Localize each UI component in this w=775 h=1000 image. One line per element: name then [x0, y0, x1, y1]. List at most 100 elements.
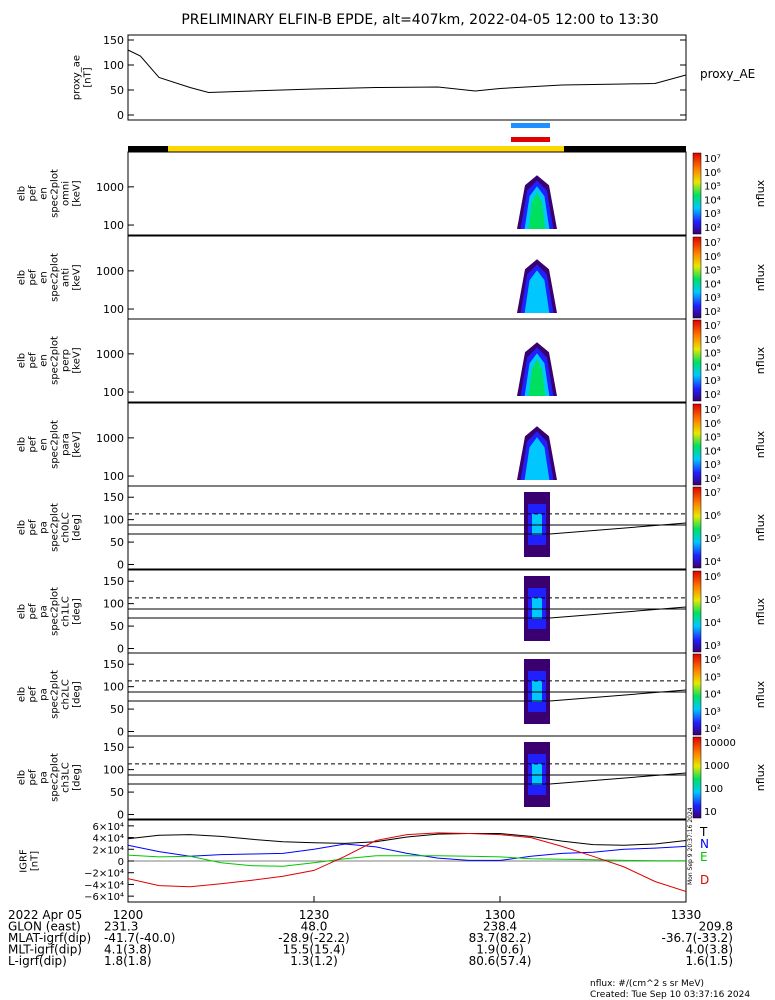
- ylabel-line: pef: [28, 185, 39, 202]
- ylabel-line: omni: [61, 181, 72, 206]
- ylabel-line: [nT]: [83, 67, 94, 87]
- panel-ch3lc: 0 50 100 150 elb pef pa spec2plot ch3LC [deg] 10 10…: [17, 735, 767, 822]
- ytick-label: 1000: [96, 265, 124, 278]
- colorbar-tick-label: 10³: [704, 209, 721, 220]
- loss-cone-line: [128, 689, 687, 702]
- loss-cone-line: [128, 522, 687, 535]
- colorbar-tick-label: 10⁷: [704, 321, 721, 332]
- colorbar-tick-label: 10⁶: [704, 655, 721, 666]
- ylabel-line: elb: [17, 520, 28, 535]
- colorbar-tick-label: 10⁷: [704, 405, 721, 416]
- xaxis-row-value: 1.6(1.5): [685, 954, 733, 968]
- flux-units-footnote: nflux: #/(cm^2 s sr MeV): [590, 979, 704, 989]
- ytick-label: 0: [117, 726, 124, 739]
- panel-proxy-ae: proxy_AE proxy_ae [nT] 0 50 100 150: [72, 34, 756, 122]
- ytick-label: 150: [103, 658, 124, 671]
- colorbar: [692, 152, 702, 235]
- ytick-label: 50: [110, 786, 124, 799]
- ylabel-line: elb: [17, 186, 28, 201]
- colorbar-tick-label: 10⁴: [704, 557, 721, 568]
- colorbar-tick-label: 10⁵: [704, 672, 721, 683]
- ytick-label: 50: [110, 84, 124, 97]
- igrf-lines: [127, 832, 687, 892]
- panel-frame: [127, 735, 687, 820]
- spectrogram-blob: [532, 514, 542, 535]
- colorbar-tick-label: 10⁶: [704, 252, 721, 263]
- ylabel-line: pa: [39, 771, 50, 783]
- ylabel-line: en: [39, 187, 50, 200]
- panel-ch0lc: 0 50 100 150 elb pef pa spec2plot ch0LC [deg] 10⁴ 1…: [17, 485, 767, 572]
- colorbar-tick-label: 1000: [704, 761, 729, 772]
- xaxis-row-value: 231.3: [104, 920, 138, 934]
- ylabel-line: perp: [61, 349, 72, 372]
- ylabel-line: [keV]: [72, 264, 83, 290]
- ylabel-line: pa: [39, 688, 50, 700]
- colorbar-tick-label: 10⁷: [704, 238, 721, 249]
- xaxis-row-value: 1.3(1.2): [290, 954, 338, 968]
- ylabel-line: ch3LC: [61, 762, 72, 793]
- xaxis-row-value: 4.1(3.8): [104, 943, 152, 957]
- ytick-label: −2×10⁴: [84, 869, 124, 880]
- xtick-label: 1300: [485, 908, 516, 922]
- ylabel-line: proxy_ae: [72, 55, 83, 100]
- xaxis-row-value: 1.8(1.8): [104, 954, 152, 968]
- colorbar-tick-label: 10⁶: [704, 419, 721, 430]
- ylabel-line: [deg]: [72, 681, 83, 708]
- xaxis-row-value: -36.7(-33.2): [662, 931, 733, 945]
- colorbar-tick-label: 10⁵: [704, 349, 721, 360]
- ylabel-line: pef: [28, 519, 39, 536]
- ytick-label: 4×10⁴: [93, 834, 124, 845]
- ylabel-line: spec2plot: [50, 753, 61, 802]
- ylabel-line: anti: [61, 268, 72, 287]
- colorbar-tick-label: 10²: [704, 307, 721, 318]
- ylabel-line: elb: [17, 687, 28, 702]
- colorbar-label: nflux: [754, 513, 767, 541]
- xaxis-row-value: 48.0: [301, 920, 328, 934]
- colorbar-label: nflux: [754, 680, 767, 708]
- ytick-label: 2×10⁴: [93, 845, 124, 856]
- panel-frame: [127, 485, 687, 570]
- ytick-label: 100: [103, 219, 124, 232]
- colorbar-tick-label: 10⁶: [704, 511, 721, 522]
- xaxis-row-label: L-igrf(dip): [8, 954, 67, 968]
- created-footnote: Created: Tue Sep 10 03:37:16 2024: [590, 990, 750, 1000]
- ytick-label: 150: [103, 741, 124, 754]
- ytick-label: 1000: [96, 432, 124, 445]
- colorbar-tick-label: 10: [704, 807, 717, 818]
- legend-t: T: [699, 825, 708, 839]
- xtick-label: 1200: [113, 908, 144, 922]
- colorbar: [692, 653, 702, 736]
- ylabel-line: en: [39, 438, 50, 451]
- xaxis-row-label: MLT-igrf(dip): [8, 943, 82, 957]
- ylabel-line: spec2plot: [50, 169, 61, 218]
- panel-para: 100 1000 elb pef en spec2plot para [keV] 10² 10³ 1…: [17, 402, 767, 487]
- ylabel-line: elb: [17, 353, 28, 368]
- legend-d: D: [700, 873, 709, 887]
- panel-frame: [127, 652, 687, 737]
- spectrogram-blob: [528, 192, 546, 229]
- colorbar-tick-label: 10³: [704, 641, 721, 652]
- loss-cone-line: [128, 772, 687, 785]
- ylabel-line: elb: [17, 437, 28, 452]
- colorbar: [692, 486, 702, 569]
- igrf-ylabel: IGRF [nT]: [19, 849, 41, 873]
- panel-frame: [127, 151, 687, 236]
- ytick-label: 100: [103, 59, 124, 72]
- ytick-label: 50: [110, 703, 124, 716]
- igrf-series-n: [127, 843, 687, 861]
- spectrogram-blob: [532, 681, 542, 702]
- ylabel-line: [nT]: [30, 851, 41, 871]
- panel-ch1lc: 0 50 100 150 elb pef pa spec2plot ch1LC [deg] 10³ 1…: [17, 569, 767, 656]
- xtick-label: 1230: [299, 908, 330, 922]
- ytick-label: 150: [103, 491, 124, 504]
- panel-igrf: IGRF [nT] −6×10⁴−4×10⁴−2×10⁴02×10⁴4×10⁴6×…: [19, 807, 710, 903]
- colorbar-tick-label: 10²: [704, 724, 721, 735]
- ytick-label: 100: [103, 514, 124, 527]
- ylabel-line: [deg]: [72, 764, 83, 791]
- proxy-ae-ylabel: proxy_ae [nT]: [72, 55, 94, 100]
- colorbar-tick-label: 10⁴: [704, 446, 721, 457]
- colorbar-tick-label: 10²: [704, 223, 721, 234]
- ylabel-line: [keV]: [72, 431, 83, 457]
- colorbar-tick-label: 10⁶: [704, 335, 721, 346]
